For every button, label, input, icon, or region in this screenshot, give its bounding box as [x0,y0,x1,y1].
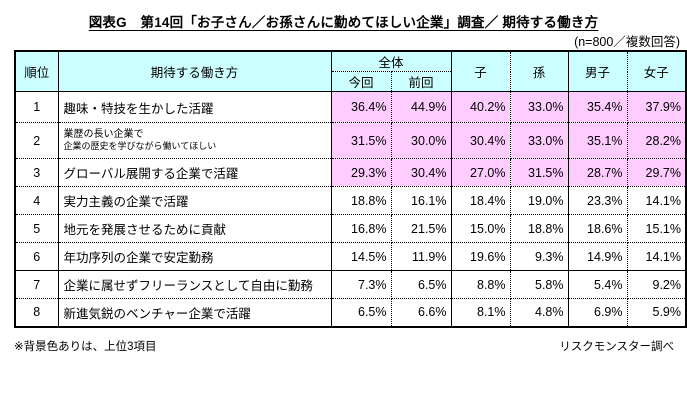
value-cell: 16.1% [391,186,452,215]
table-row: 8 新進気鋭のベンチャー企業で活躍 6.5% 6.6% 8.1% 4.8% 6.… [15,298,687,327]
value-cell: 28.2% [627,122,687,159]
value-cell: 14.9% [568,242,628,271]
rank-cell: 4 [15,186,59,215]
footnote: ※背景色ありは、上位3項目 [14,341,157,353]
label-cell: 企業に属せずフリーランスとして自由に勤務 [58,270,332,299]
table-footer: ※背景色ありは、上位3項目 リスクモンスター調べ [14,338,674,354]
col-header-boys: 男子 [568,51,628,92]
value-cell: 18.4% [451,186,511,215]
rank-cell: 5 [15,214,59,243]
value-cell: 6.6% [391,298,452,327]
value-cell: 28.7% [568,158,628,187]
table-row: 7 企業に属せずフリーランスとして自由に勤務 7.3% 6.5% 8.8% 5.… [15,270,687,299]
value-cell: 35.1% [568,122,628,159]
col-header-rank: 順位 [15,51,59,92]
value-cell: 31.5% [510,158,569,187]
value-cell: 14.1% [627,186,687,215]
value-cell: 33.0% [510,122,569,159]
label-cell: 趣味・特技を生かした活躍 [58,91,332,123]
page-title: 図表G 第14回「お子さん／お孫さんに勤めてほしい企業」調査／ 期待する働き方 [88,15,599,30]
header-row-bottom: 今回 前回 [15,71,686,92]
value-cell: 4.8% [510,298,569,327]
label-cell: 地元を発展させるために貢献 [58,214,332,243]
col-header-girls: 女子 [627,51,687,92]
value-cell: 19.6% [451,242,511,271]
label-cell: 年功序列の企業で安定勤務 [58,242,332,271]
value-cell: 33.0% [510,91,569,123]
rank-cell: 7 [15,270,59,299]
survey-table: 順位 期待する働き方 全体 子 孫 男子 女子 今回 前回 1 趣味・特技を生か… [14,50,687,328]
value-cell: 5.8% [510,270,569,299]
rank-cell: 1 [15,91,59,123]
col-header-child: 子 [451,51,511,92]
rank-cell: 2 [15,122,59,159]
value-cell: 6.5% [391,270,452,299]
col-header-overall: 全体 [331,51,452,72]
value-cell: 30.4% [391,158,452,187]
value-cell: 11.9% [391,242,452,271]
value-cell: 23.3% [568,186,628,215]
value-cell: 9.3% [510,242,569,271]
label-cell: グローバル展開する企業で活躍 [58,158,332,187]
value-cell: 14.1% [627,242,687,271]
value-cell: 18.8% [331,186,392,215]
col-header-previous: 前回 [391,71,452,92]
value-cell: 6.5% [331,298,392,327]
source-credit: リスクモンスター調べ [559,341,674,353]
table-row: 6 年功序列の企業で安定勤務 14.5% 11.9% 19.6% 9.3% 14… [15,242,687,271]
table-row: 1 趣味・特技を生かした活躍 36.4% 44.9% 40.2% 33.0% 3… [15,91,687,123]
value-cell: 30.4% [451,122,511,159]
value-cell: 5.9% [627,298,687,327]
value-cell: 14.5% [331,242,392,271]
label-cell: 業歴の長い企業で 企業の歴史を学びながら働いてほしい [58,122,332,159]
value-cell: 29.3% [331,158,392,187]
value-cell: 37.9% [627,91,687,123]
value-cell: 7.3% [331,270,392,299]
table-row: 5 地元を発展させるために貢献 16.8% 21.5% 15.0% 18.8% … [15,214,687,243]
value-cell: 9.2% [627,270,687,299]
value-cell: 8.8% [451,270,511,299]
value-cell: 27.0% [451,158,511,187]
col-header-style: 期待する働き方 [58,51,332,92]
value-cell: 18.6% [568,214,628,243]
table-row: 2 業歴の長い企業で 企業の歴史を学びながら働いてほしい 31.5% 30.0%… [15,122,687,159]
value-cell: 8.1% [451,298,511,327]
value-cell: 15.1% [627,214,687,243]
value-cell: 30.0% [391,122,452,159]
value-cell: 29.7% [627,158,687,187]
value-cell: 44.9% [391,91,452,123]
table-row: 4 実力主義の企業で活躍 18.8% 16.1% 18.4% 19.0% 23.… [15,186,687,215]
value-cell: 35.4% [568,91,628,123]
rank-cell: 6 [15,242,59,271]
value-cell: 40.2% [451,91,511,123]
label-cell: 新進気鋭のベンチャー企業で活躍 [58,298,332,327]
sample-size-note: (n=800／複数回答) [574,35,680,49]
col-header-current: 今回 [331,71,392,92]
rank-cell: 3 [15,158,59,187]
value-cell: 15.0% [451,214,511,243]
value-cell: 6.9% [568,298,628,327]
rank-cell: 8 [15,298,59,327]
value-cell: 19.0% [510,186,569,215]
table-row: 3 グローバル展開する企業で活躍 29.3% 30.4% 27.0% 31.5%… [15,158,687,187]
header-row-top: 順位 期待する働き方 全体 子 孫 男子 女子 [15,51,687,92]
value-cell: 21.5% [391,214,452,243]
label-line-2: 企業の歴史を学びながら働いてほしい [63,141,217,151]
value-cell: 36.4% [331,91,392,123]
value-cell: 5.4% [568,270,628,299]
col-header-grandchild: 孫 [510,51,569,92]
value-cell: 31.5% [331,122,392,159]
value-cell: 18.8% [510,214,569,243]
value-cell: 16.8% [331,214,392,243]
label-cell: 実力主義の企業で活躍 [58,186,332,215]
label-line-1: 業歴の長い企業で [63,129,144,140]
